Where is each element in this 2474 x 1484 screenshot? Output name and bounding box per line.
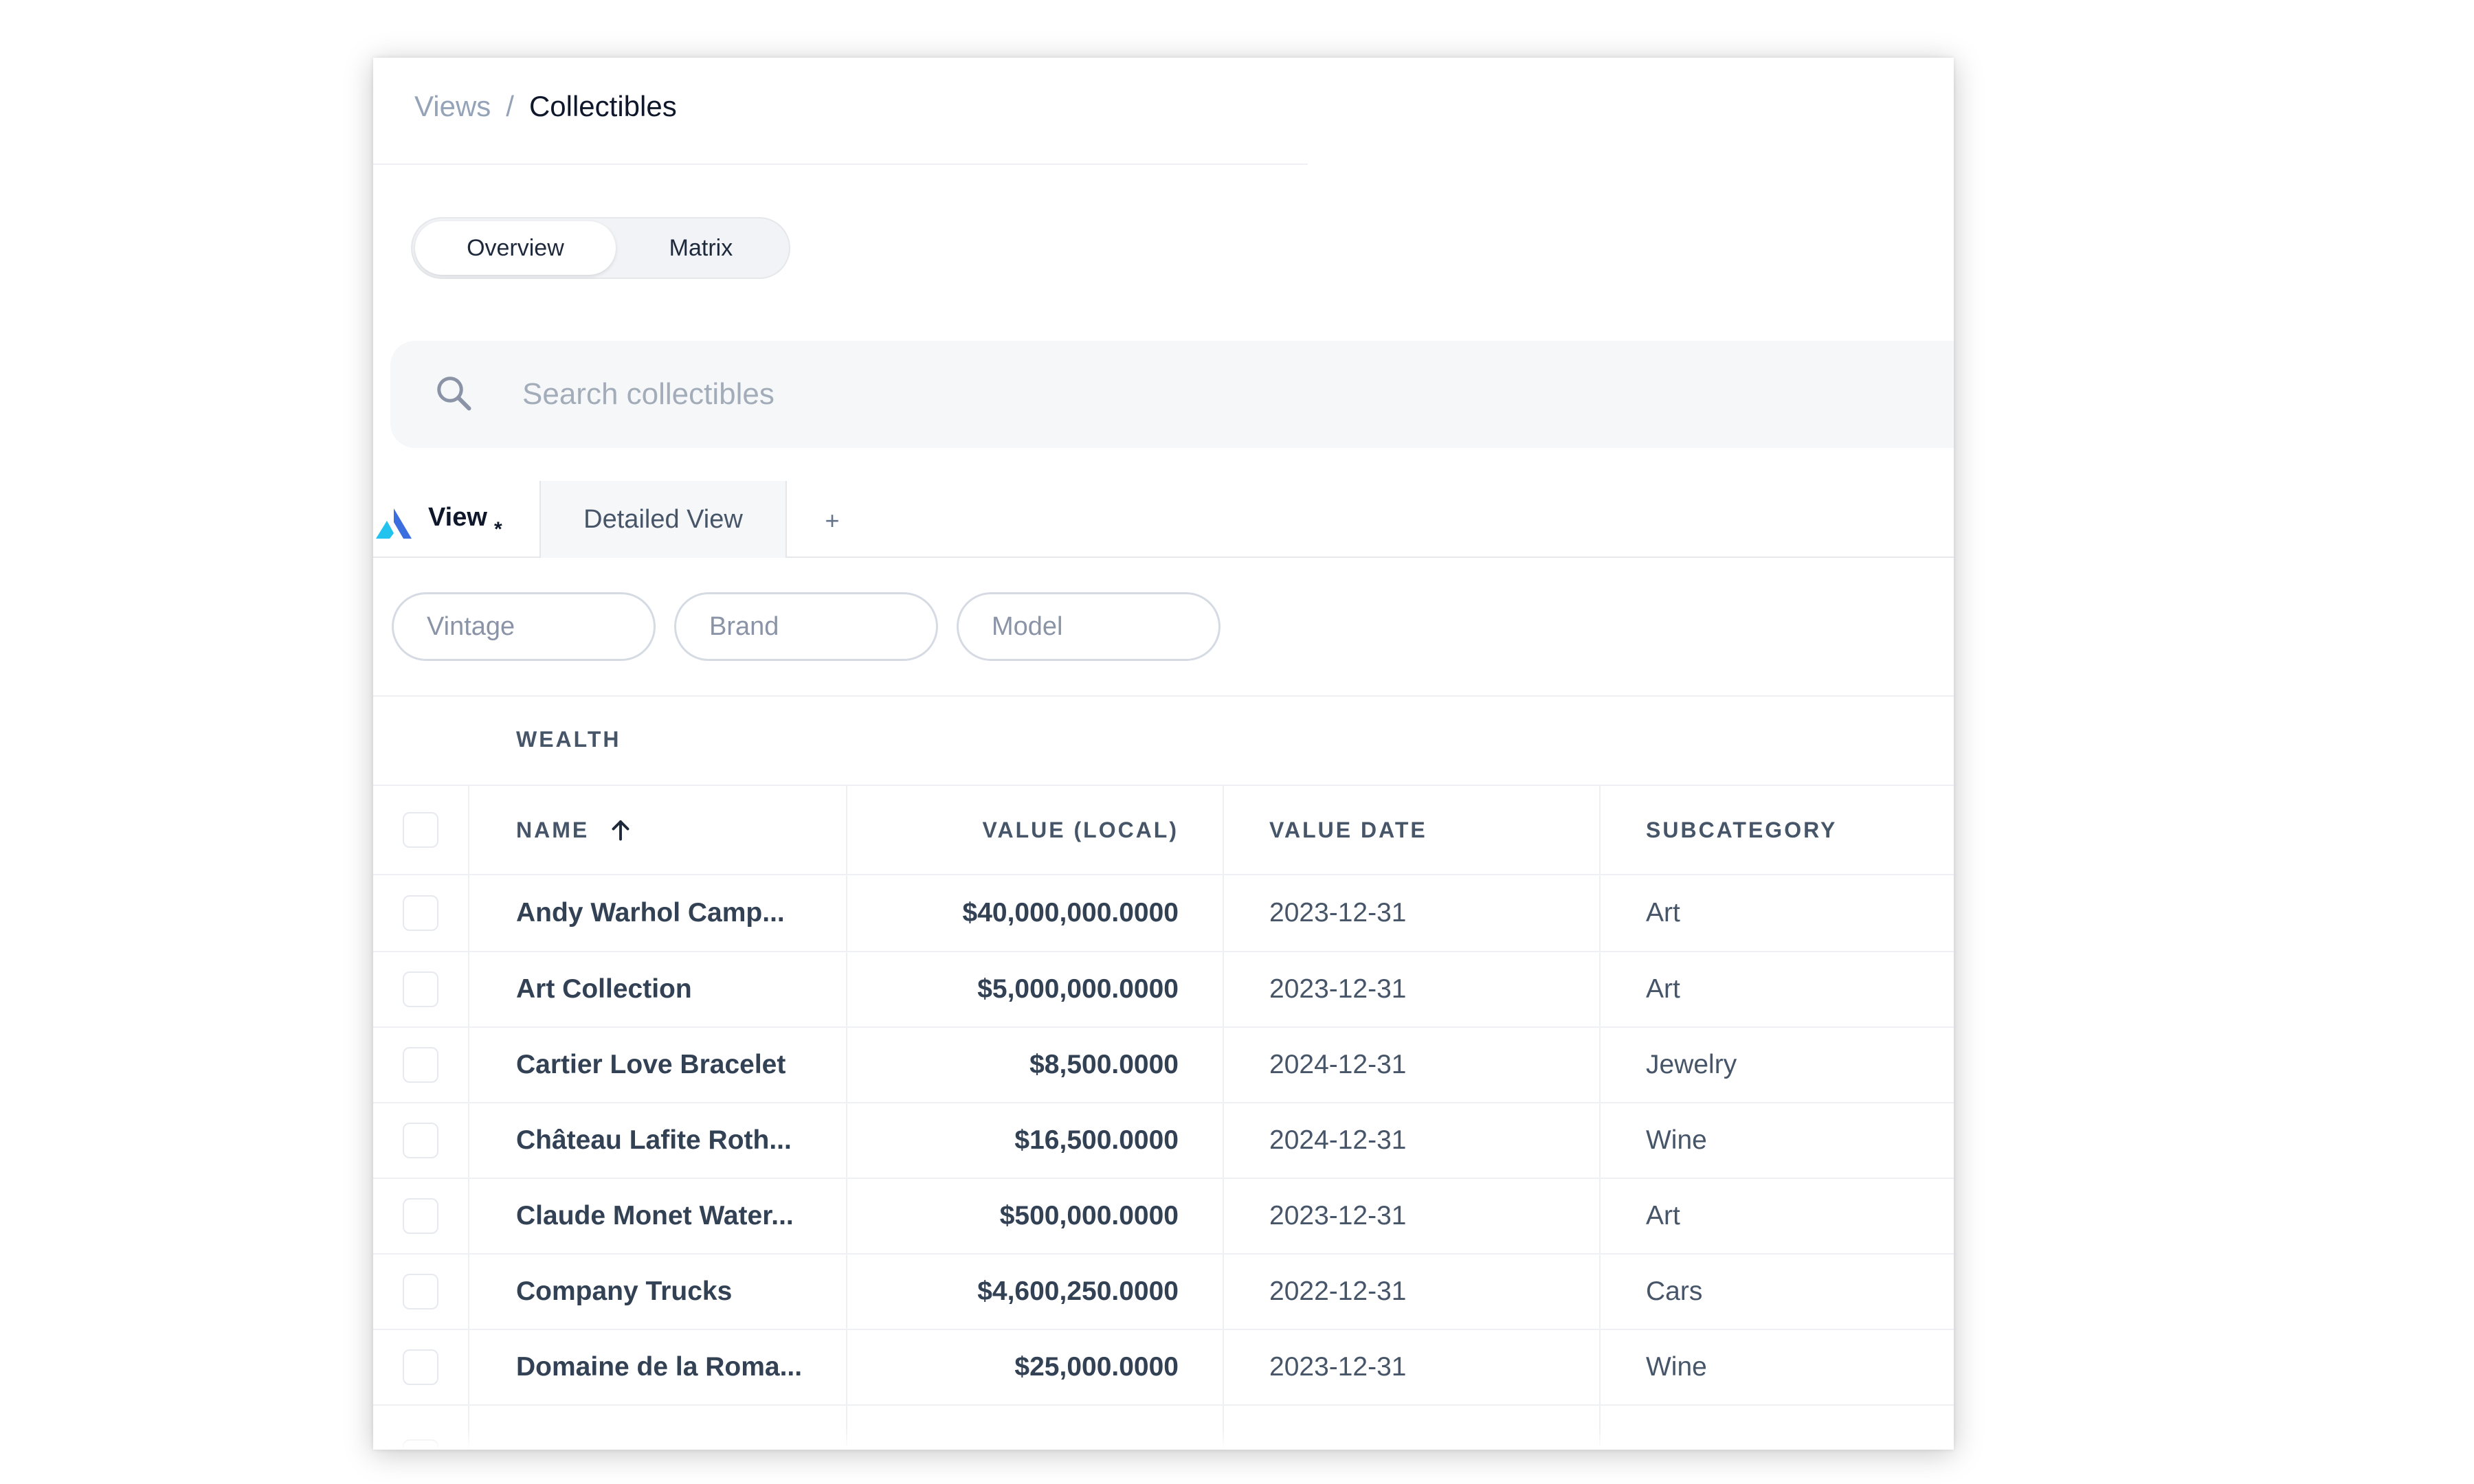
cell-subcategory: Art [1646,1201,1680,1230]
search-icon [437,376,471,411]
table-row[interactable]: Château Lafite Roth... $16,500.0000 2024… [373,1103,1954,1179]
search-bar [390,341,1954,448]
cell-date: 2023-12-31 [1224,1330,1601,1404]
column-header-value[interactable]: VALUE (LOCAL) [847,786,1224,874]
cell-name[interactable]: Art Collection [469,952,847,1026]
table-row[interactable]: Domaine de la Roma... $25,000.0000 2023-… [373,1330,1954,1406]
tab-view-label: View [428,503,487,532]
row-checkbox-cell [373,1330,469,1404]
cell-subcategory: Jewelry [1646,1050,1737,1079]
cell-subcategory: Wine [1646,1125,1707,1155]
column-header-name-label: NAME [516,817,590,842]
table-header-row: NAME VALUE (LOCAL) VALUE DATE SUBCATEGOR… [373,786,1954,875]
cell-value: $25,000.0000 [847,1330,1224,1404]
cell-value-empty [847,1406,1224,1450]
tab-matrix[interactable]: Matrix [669,234,733,261]
cell-date: 2023-12-31 [1224,875,1601,951]
column-header-name[interactable]: NAME [469,786,847,874]
row-checkbox[interactable] [403,971,438,1007]
tab-detailed-view[interactable]: Detailed View [539,481,787,558]
breadcrumb-separator: / [506,90,514,122]
header-divider [373,164,1308,165]
cell-name[interactable]: Domaine de la Roma... [469,1330,847,1404]
cell-value: $16,500.0000 [847,1103,1224,1178]
table-row[interactable]: Art Collection $5,000,000.0000 2023-12-3… [373,952,1954,1028]
filter-model[interactable]: Model [957,592,1221,661]
cell-value: $5,000,000.0000 [847,952,1224,1026]
column-header-subcategory[interactable]: SUBCATEGORY [1646,817,1838,842]
filter-brand[interactable]: Brand [674,592,938,661]
view-tabs: View * Detailed View + [373,481,1954,558]
group-label: WEALTH [516,727,621,752]
tab-view[interactable]: View * [373,481,539,556]
cell-date: 2024-12-31 [1224,1103,1601,1178]
view-logo-icon [376,508,412,539]
row-checkbox[interactable] [403,1198,438,1234]
search-input[interactable] [522,368,1622,420]
cell-name-empty [469,1406,847,1450]
filter-vintage[interactable]: Vintage [392,592,656,661]
cell-date: 2023-12-31 [1224,1179,1601,1253]
cell-date-empty [1224,1406,1601,1450]
scroll-fade [373,1429,1954,1450]
row-checkbox-cell [373,1179,469,1253]
filters-divider [373,695,1954,697]
arrow-up-icon[interactable] [608,818,633,842]
cell-value: $500,000.0000 [847,1179,1224,1253]
row-checkbox[interactable] [403,1274,438,1309]
view-mode-toggle: Overview Matrix [411,217,790,279]
cell-subcategory: Art [1646,898,1680,928]
row-checkbox-cell [373,952,469,1026]
table-row[interactable]: Company Trucks $4,600,250.0000 2022-12-3… [373,1255,1954,1330]
add-view-button[interactable]: + [825,506,840,535]
row-checkbox-cell [373,1103,469,1178]
row-checkbox[interactable] [403,1123,438,1158]
cell-name[interactable]: Château Lafite Roth... [469,1103,847,1178]
tab-overview[interactable]: Overview [415,221,616,275]
cell-subcategory: Art [1646,974,1680,1004]
cell-name[interactable]: Cartier Love Bracelet [469,1028,847,1102]
row-checkbox[interactable] [403,895,438,931]
breadcrumb-views-link[interactable]: Views [414,90,491,122]
cell-name[interactable]: Company Trucks [469,1255,847,1329]
cell-subcategory: Wine [1646,1352,1707,1382]
row-checkbox-cell [373,1255,469,1329]
cell-name[interactable]: Andy Warhol Camp... [469,875,847,951]
table-row[interactable]: Claude Monet Water... $500,000.0000 2023… [373,1179,1954,1255]
cell-name[interactable]: Claude Monet Water... [469,1179,847,1253]
column-header-date[interactable]: VALUE DATE [1224,786,1601,874]
page-title: Collectibles [528,90,677,122]
group-divider [373,785,1954,786]
cell-date: 2023-12-31 [1224,952,1601,1026]
row-checkbox[interactable] [403,1349,438,1385]
row-checkbox-cell [373,875,469,951]
cell-value: $4,600,250.0000 [847,1255,1224,1329]
row-checkbox[interactable] [403,1047,438,1083]
cell-date: 2022-12-31 [1224,1255,1601,1329]
breadcrumb: Views / Collectibles [414,76,677,137]
table-row[interactable]: Cartier Love Bracelet $8,500.0000 2024-1… [373,1028,1954,1103]
cell-date: 2024-12-31 [1224,1028,1601,1102]
cell-value: $8,500.0000 [847,1028,1224,1102]
select-all-checkbox[interactable] [403,812,438,848]
cell-subcategory: Cars [1646,1277,1703,1306]
unsaved-marker: * [494,518,502,541]
row-checkbox-cell [373,1028,469,1102]
header-checkbox-cell [373,786,469,874]
collectibles-panel: Views / Collectibles Overview Matrix Vie… [373,58,1954,1450]
table-row[interactable]: Andy Warhol Camp... $40,000,000.0000 202… [373,875,1954,952]
cell-value: $40,000,000.0000 [847,875,1224,951]
